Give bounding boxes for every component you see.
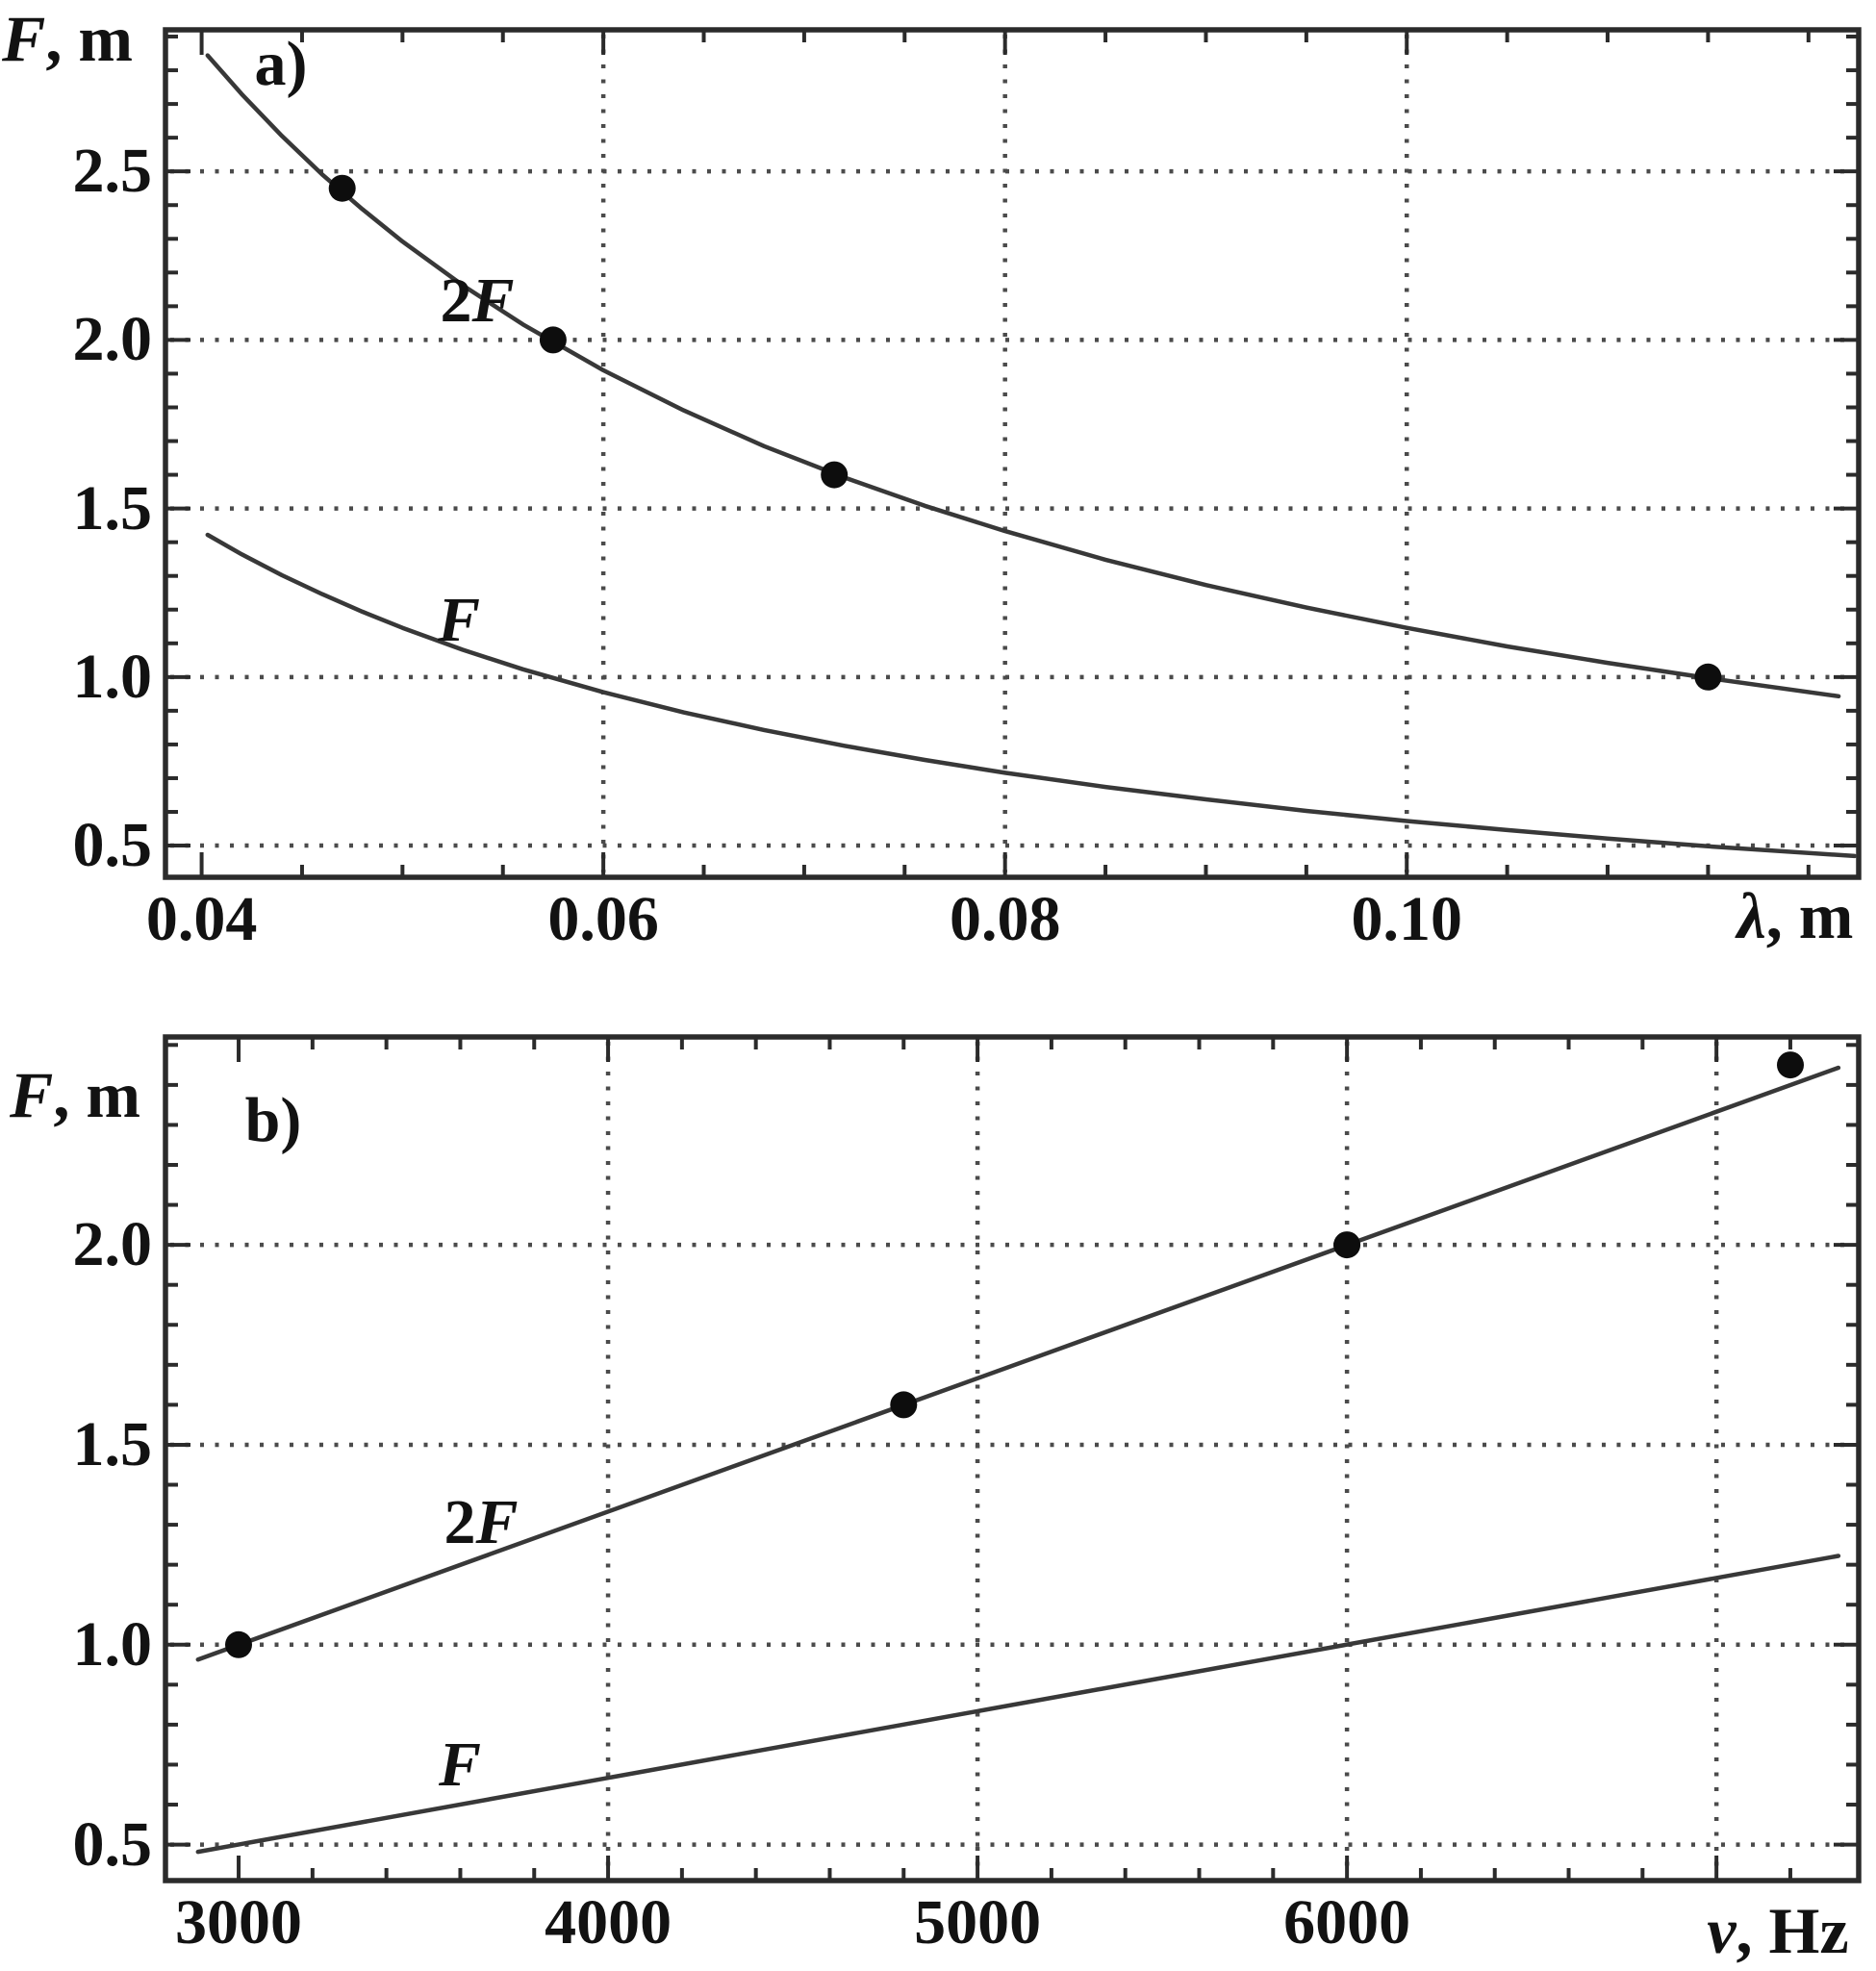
y-tick-label: 1.0 [72, 641, 153, 712]
lambda-symbol: λ [1737, 879, 1766, 952]
two-prefix: 2 [444, 1487, 476, 1557]
series-curve-F [205, 532, 1858, 859]
data-point [328, 174, 356, 202]
panel-a-series-label-2f: 2F [440, 269, 514, 333]
x-tick-label: 0.06 [547, 884, 659, 954]
panel-a-series-label-f: F [438, 589, 480, 652]
f-symbol: F [9, 1058, 54, 1131]
panel-a-plot [163, 27, 1862, 880]
y-tick-label: 2.0 [72, 1209, 153, 1280]
data-point [1777, 1051, 1804, 1079]
f-symbol: F [437, 585, 481, 655]
panel-b-frame [163, 1034, 1862, 1883]
x-tick-label: 0.04 [145, 884, 258, 954]
panel-a-x-axis-label: λ, m [1737, 883, 1854, 948]
data-point [1694, 663, 1722, 691]
panel-b-label: b) [244, 1085, 302, 1155]
two-prefix: 2 [440, 265, 472, 336]
x-tick-label: 0.08 [949, 884, 1061, 954]
x-axis-unit: , m [1765, 879, 1854, 952]
f-symbol: F [1, 2, 46, 75]
f-symbol: F [475, 1487, 519, 1557]
y-axis-unit: , m [53, 1058, 141, 1131]
series-curve-F [195, 1554, 1841, 1855]
x-axis-unit: , Hz [1736, 1894, 1849, 1967]
panel-b-plot [163, 1034, 1862, 1883]
nu-symbol: ν [1707, 1894, 1737, 1967]
panel-b-series-label-2f: 2F [444, 1491, 518, 1554]
y-tick-label: 1.5 [72, 1408, 153, 1479]
data-point [821, 461, 849, 489]
data-point [225, 1630, 252, 1658]
y-tick-label: 0.5 [72, 810, 153, 881]
panel-b-x-axis-label: ν, Hz [1707, 1898, 1848, 1963]
y-tick-label: 1.0 [72, 1608, 153, 1680]
x-tick-label: 5000 [914, 1887, 1042, 1958]
data-point [1333, 1231, 1361, 1259]
x-tick-label: 3000 [175, 1887, 303, 1958]
panel-b-series-label-f: F [439, 1733, 481, 1797]
y-tick-label: 2.0 [72, 304, 153, 375]
x-tick-label: 6000 [1283, 1887, 1411, 1958]
y-tick-label: 0.5 [72, 1808, 153, 1880]
y-tick-label: 2.5 [72, 136, 153, 207]
f-symbol: F [438, 1730, 482, 1800]
data-point [890, 1391, 918, 1419]
y-tick-label: 1.5 [72, 472, 153, 543]
y-axis-unit: , m [45, 2, 134, 75]
panel-a-frame [163, 27, 1862, 880]
x-tick-label: 4000 [545, 1887, 672, 1958]
series-curve-2F [195, 1065, 1841, 1662]
data-point [539, 326, 567, 354]
panel-a-label: a) [254, 29, 308, 99]
panel-b-y-axis-label: F, m [10, 1062, 140, 1127]
panel-a-y-axis-label: F, m [2, 6, 133, 71]
f-symbol: F [471, 265, 515, 336]
x-tick-label: 0.10 [1351, 884, 1462, 954]
